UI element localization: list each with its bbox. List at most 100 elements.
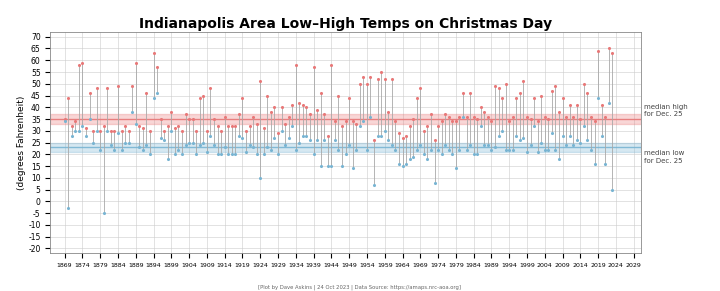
Point — [130, 121, 142, 126]
Point — [585, 147, 597, 152]
Point — [222, 152, 234, 157]
Point — [133, 124, 145, 128]
Point — [123, 140, 135, 145]
Point — [311, 138, 323, 143]
Point — [222, 124, 234, 128]
Point — [318, 112, 330, 117]
Point — [475, 124, 487, 128]
Point — [308, 65, 320, 70]
Point — [261, 93, 273, 98]
Point — [365, 74, 377, 79]
Point — [489, 145, 500, 150]
Point — [596, 133, 608, 138]
Point — [557, 133, 568, 138]
Point — [418, 152, 430, 157]
Point — [169, 152, 181, 157]
Point — [606, 187, 618, 192]
Point — [464, 143, 476, 147]
Point — [162, 157, 174, 162]
Point — [237, 95, 248, 100]
Point — [215, 152, 227, 157]
Point — [358, 74, 369, 79]
Point — [265, 110, 276, 114]
Point — [208, 117, 220, 121]
Point — [176, 152, 188, 157]
Point — [233, 133, 245, 138]
Point — [191, 129, 202, 133]
Point — [240, 129, 252, 133]
Point — [194, 95, 205, 100]
Point — [173, 124, 184, 128]
Point — [269, 105, 280, 110]
Point — [204, 86, 216, 91]
Point — [66, 124, 78, 128]
Point — [593, 49, 604, 53]
Point — [70, 119, 81, 124]
Point — [265, 147, 276, 152]
Point — [59, 119, 71, 124]
Point — [457, 91, 469, 95]
Point — [87, 129, 99, 133]
Point — [446, 152, 458, 157]
Point — [102, 86, 113, 91]
Point — [98, 211, 109, 216]
Point — [127, 110, 138, 114]
Point — [308, 152, 320, 157]
Point — [127, 84, 138, 88]
Point — [507, 114, 518, 119]
Point — [336, 124, 348, 128]
Point — [261, 145, 273, 150]
Point — [560, 143, 572, 147]
Point — [297, 103, 309, 107]
Point — [279, 121, 291, 126]
Point — [400, 133, 412, 138]
Point — [166, 110, 177, 114]
Point — [578, 81, 590, 86]
Point — [212, 124, 223, 128]
Point — [347, 119, 359, 124]
Point — [439, 112, 451, 117]
Point — [560, 114, 572, 119]
Point — [87, 140, 99, 145]
Point — [219, 145, 230, 150]
Point — [140, 91, 152, 95]
Point — [173, 147, 184, 152]
Point — [148, 51, 159, 56]
Point — [386, 143, 397, 147]
Point — [539, 114, 551, 119]
Point — [137, 147, 148, 152]
Point — [589, 119, 600, 124]
Point — [137, 126, 148, 131]
Point — [155, 117, 166, 121]
Point — [336, 164, 348, 168]
Point — [589, 162, 600, 166]
Point — [294, 140, 305, 145]
Point — [536, 93, 547, 98]
Point — [411, 95, 423, 100]
Point — [361, 147, 373, 152]
Point — [546, 88, 558, 93]
Point — [105, 143, 117, 147]
Point — [158, 138, 170, 143]
Point — [361, 81, 373, 86]
Point — [272, 131, 284, 136]
Point — [397, 136, 408, 140]
Point — [475, 105, 487, 110]
Text: median high
for Dec. 25: median high for Dec. 25 — [644, 104, 688, 117]
Point — [585, 114, 597, 119]
Point — [379, 129, 390, 133]
Point — [98, 124, 109, 128]
Point — [564, 103, 575, 107]
Point — [578, 124, 590, 128]
Point — [120, 124, 131, 128]
Point — [63, 206, 74, 211]
Point — [226, 124, 238, 128]
Point — [372, 133, 383, 138]
Point — [258, 152, 269, 157]
Point — [393, 162, 405, 166]
Point — [606, 51, 618, 56]
Point — [130, 60, 142, 65]
Point — [369, 138, 380, 143]
Point — [305, 138, 316, 143]
Point — [84, 91, 95, 95]
